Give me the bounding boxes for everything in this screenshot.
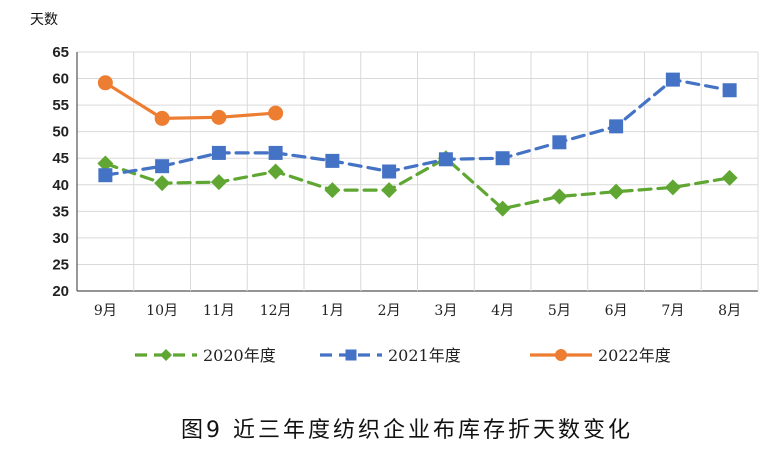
y-tick-labels: 20 25 30 35 40 45 50 55 60 65 [52,44,69,300]
data-point [664,179,681,196]
data-point [381,182,398,199]
x-tick-label: 7月 [661,303,684,319]
y-tick-label: 35 [52,203,69,220]
legend-label: 2021年度 [388,346,461,365]
x-tick-label: 12月 [260,303,292,319]
series-line-1 [103,78,732,177]
data-point [211,109,227,125]
data-point [495,151,510,166]
legend-marker-0 [160,349,172,361]
x-tick-label: 3月 [434,303,457,319]
y-tick-label: 60 [52,71,69,88]
x-tick-label: 10月 [146,303,178,319]
data-point [494,200,511,217]
series-layer [97,72,738,217]
y-tick-label: 55 [52,97,69,114]
data-point [552,135,567,150]
data-point [438,152,453,167]
data-point [98,168,113,183]
data-point [609,119,624,134]
legend-label: 2022年度 [598,346,671,365]
data-point [721,169,738,186]
legend-marker-1 [345,349,357,361]
data-point [97,155,114,172]
y-axis-label: 天数 [30,12,58,28]
x-tick-label: 8月 [718,303,741,319]
data-point [268,145,283,160]
data-point [551,188,568,205]
legend: 2020年度 2021年度 2022年度 [135,346,671,365]
data-point [211,145,226,160]
grid [76,51,759,292]
data-point [97,75,113,91]
data-point [608,183,625,200]
y-tick-label: 45 [52,150,69,167]
data-point [154,110,170,126]
data-point [325,153,340,168]
data-point [665,72,680,87]
data-point [154,175,171,192]
y-tick-label: 20 [52,283,69,300]
x-tick-label: 1月 [321,303,344,319]
y-tick-label: 25 [52,256,69,273]
data-point [382,164,397,179]
y-tick-label: 40 [52,177,69,194]
x-tick-label: 9月 [94,303,117,319]
y-tick-label: 65 [52,44,69,61]
data-point [155,159,170,174]
legend-marker-2 [555,349,567,361]
x-tick-label: 4月 [491,303,514,319]
data-point [210,174,227,191]
y-tick-label: 50 [52,124,69,141]
x-tick-label: 2月 [378,303,401,319]
legend-label: 2020年度 [203,346,276,365]
series-line-2 [103,81,278,120]
figure-caption: 图9 近三年度纺织企业布库存折天数变化 [181,418,633,443]
y-tick-label: 30 [52,230,69,247]
series-line-0 [103,156,732,211]
data-point [324,182,341,199]
x-tick-label: 5月 [548,303,571,319]
data-point [722,83,737,98]
x-tick-label: 11月 [203,303,235,319]
data-point [268,105,284,121]
x-tick-labels: 9月 10月 11月 12月 1月 2月 3月 4月 5月 6月 7月 8月 [94,303,741,319]
data-point [267,163,284,180]
x-tick-label: 6月 [605,303,628,319]
